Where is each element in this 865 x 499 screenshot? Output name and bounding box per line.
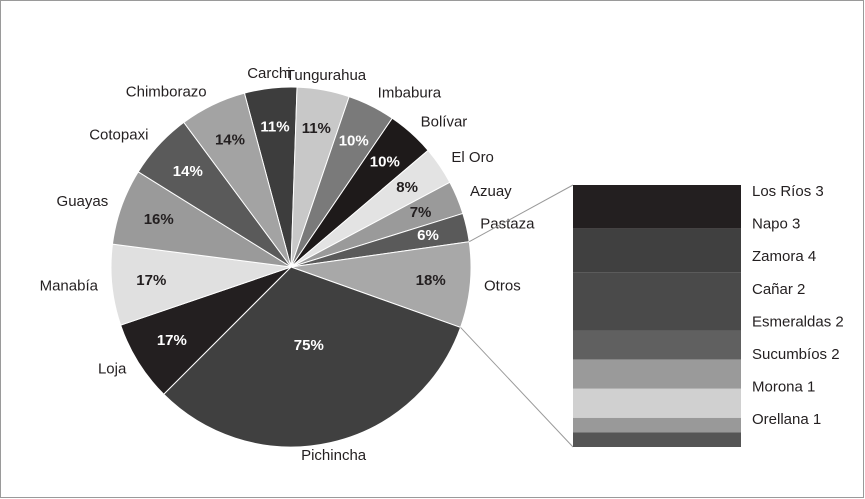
bar-label: Zamora 4 (752, 248, 816, 265)
value-label: 17% (136, 272, 166, 289)
value-label: 14% (173, 163, 203, 180)
bar-label: Napo 3 (752, 216, 800, 233)
category-label: Pastaza (480, 215, 535, 232)
category-label: Carchi (247, 65, 290, 82)
connector (468, 184, 574, 243)
category-label: El Oro (451, 149, 494, 166)
category-label: Guayas (57, 193, 109, 210)
value-label: 17% (157, 332, 187, 349)
bar-category: Zamora (752, 248, 804, 265)
category-label: Chimborazo (126, 83, 207, 100)
category-label: Azuay (470, 183, 512, 200)
category-label: Tungurahua (286, 67, 367, 84)
value-label: 18% (416, 272, 446, 289)
bar-value: 1 (813, 411, 821, 428)
bar-label: Orellana 1 (752, 411, 821, 428)
connector (460, 327, 574, 448)
bar-segment (573, 185, 741, 229)
bar-value: 2 (831, 346, 839, 363)
value-label: 10% (339, 132, 369, 149)
category-label: Otros (484, 277, 521, 294)
bar-value: 1 (807, 378, 815, 395)
bar-segment (573, 388, 741, 418)
bar-label: Cañar 2 (752, 281, 805, 298)
bar-category: Orellana (752, 411, 809, 428)
bar-value: 2 (835, 313, 843, 330)
category-label: Imbabura (378, 84, 442, 101)
bar-value: 3 (792, 216, 800, 233)
bar-label: Los Ríos 3 (752, 183, 824, 200)
value-label: 14% (215, 132, 245, 149)
category-label: Bolívar (421, 114, 468, 131)
bar-segment (573, 359, 741, 389)
bar-segment (573, 432, 741, 447)
pie-slice (163, 266, 462, 448)
bar-category: Los Ríos (752, 183, 811, 200)
bar-label: Sucumbíos 2 (752, 346, 840, 363)
bar-category: Sucumbíos (752, 346, 827, 363)
category-label: Cotopaxi (89, 126, 148, 143)
value-label: 6% (417, 227, 439, 244)
pie-slice (183, 92, 292, 268)
bar-segment (573, 417, 741, 433)
bar-category: Cañar (752, 281, 793, 298)
bar-category: Napo (752, 216, 788, 233)
bar-segment (573, 272, 741, 331)
category-label: Manabía (40, 277, 99, 294)
bar-category: Morona (752, 378, 804, 395)
value-label: 16% (144, 211, 174, 228)
value-label: 8% (396, 179, 418, 196)
bar-segment (573, 330, 741, 360)
category-label: Loja (98, 361, 127, 378)
bar-value: 4 (808, 248, 816, 265)
value-label: 7% (410, 204, 432, 221)
category-label: Pichincha (301, 447, 367, 464)
value-label: 11% (302, 120, 331, 137)
bar-segment (573, 228, 741, 273)
bar-label: Esmeraldas 2 (752, 313, 844, 330)
value-label: 75% (294, 337, 324, 354)
value-label: 11% (260, 118, 289, 135)
bar-value: 2 (797, 281, 805, 298)
bar-category: Esmeraldas (752, 313, 831, 330)
bar-value: 3 (815, 183, 823, 200)
bar-label: Morona 1 (752, 378, 815, 395)
value-label: 10% (370, 154, 400, 171)
